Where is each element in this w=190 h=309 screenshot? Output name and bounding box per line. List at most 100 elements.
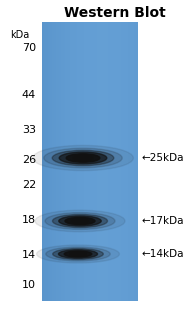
Bar: [98, 22, 99, 301]
Bar: [59, 22, 60, 301]
Bar: [128, 22, 129, 301]
Bar: [62, 22, 63, 301]
Ellipse shape: [33, 146, 133, 171]
Bar: [80, 22, 81, 301]
Bar: [89, 22, 90, 301]
Bar: [48, 22, 49, 301]
Bar: [55, 22, 56, 301]
Bar: [134, 22, 135, 301]
Bar: [132, 22, 133, 301]
Bar: [63, 22, 64, 301]
Bar: [87, 22, 88, 301]
Bar: [85, 22, 86, 301]
Bar: [119, 22, 120, 301]
Bar: [95, 22, 96, 301]
Ellipse shape: [52, 214, 108, 228]
Bar: [96, 22, 97, 301]
Bar: [91, 22, 92, 301]
Bar: [66, 22, 67, 301]
Text: Western Blot: Western Blot: [64, 6, 166, 20]
Bar: [117, 22, 118, 301]
Bar: [86, 22, 87, 301]
Bar: [99, 22, 100, 301]
Bar: [70, 22, 71, 301]
Bar: [68, 22, 69, 301]
Bar: [110, 22, 111, 301]
Bar: [81, 22, 82, 301]
Bar: [121, 22, 122, 301]
Bar: [124, 22, 125, 301]
Text: ←17kDa: ←17kDa: [142, 216, 184, 226]
Ellipse shape: [44, 148, 122, 168]
Bar: [102, 22, 103, 301]
Text: 18: 18: [22, 215, 36, 225]
Bar: [44, 22, 45, 301]
Bar: [76, 22, 77, 301]
Bar: [90, 22, 91, 301]
Bar: [79, 22, 80, 301]
Bar: [74, 22, 75, 301]
Bar: [83, 22, 84, 301]
Bar: [56, 22, 57, 301]
Bar: [88, 22, 89, 301]
Bar: [111, 22, 112, 301]
Bar: [45, 22, 46, 301]
Bar: [105, 22, 106, 301]
Bar: [123, 22, 124, 301]
Bar: [136, 22, 137, 301]
Bar: [52, 22, 53, 301]
Ellipse shape: [59, 250, 97, 258]
Bar: [115, 22, 116, 301]
Bar: [54, 22, 55, 301]
Ellipse shape: [59, 216, 101, 226]
Bar: [53, 22, 54, 301]
Ellipse shape: [65, 218, 95, 225]
Bar: [93, 22, 94, 301]
Bar: [97, 22, 98, 301]
Bar: [69, 22, 70, 301]
Bar: [94, 22, 95, 301]
Ellipse shape: [45, 213, 115, 229]
Bar: [77, 22, 78, 301]
Bar: [82, 22, 83, 301]
Text: 33: 33: [22, 125, 36, 135]
Bar: [133, 22, 134, 301]
Bar: [130, 22, 131, 301]
Bar: [84, 22, 85, 301]
Text: ←14kDa: ←14kDa: [142, 249, 184, 259]
Bar: [120, 22, 121, 301]
Bar: [50, 22, 51, 301]
Bar: [49, 22, 50, 301]
Bar: [73, 22, 74, 301]
Ellipse shape: [66, 154, 100, 162]
Bar: [103, 22, 104, 301]
Bar: [122, 22, 123, 301]
Bar: [57, 22, 58, 301]
Bar: [129, 22, 130, 301]
Text: 22: 22: [22, 180, 36, 190]
Ellipse shape: [46, 247, 110, 261]
Ellipse shape: [37, 245, 119, 263]
Bar: [65, 22, 66, 301]
Bar: [92, 22, 93, 301]
Text: 44: 44: [22, 90, 36, 100]
Bar: [43, 22, 44, 301]
Ellipse shape: [35, 210, 125, 232]
Text: kDa: kDa: [10, 30, 29, 40]
Ellipse shape: [64, 251, 92, 257]
Bar: [118, 22, 119, 301]
Bar: [46, 22, 47, 301]
Bar: [61, 22, 62, 301]
Bar: [75, 22, 76, 301]
Bar: [71, 22, 72, 301]
Ellipse shape: [53, 248, 103, 260]
Ellipse shape: [73, 155, 93, 160]
Bar: [101, 22, 102, 301]
Bar: [100, 22, 101, 301]
Bar: [108, 22, 109, 301]
Bar: [135, 22, 136, 301]
Bar: [113, 22, 114, 301]
Ellipse shape: [71, 219, 89, 223]
Bar: [137, 22, 138, 301]
Bar: [106, 22, 107, 301]
